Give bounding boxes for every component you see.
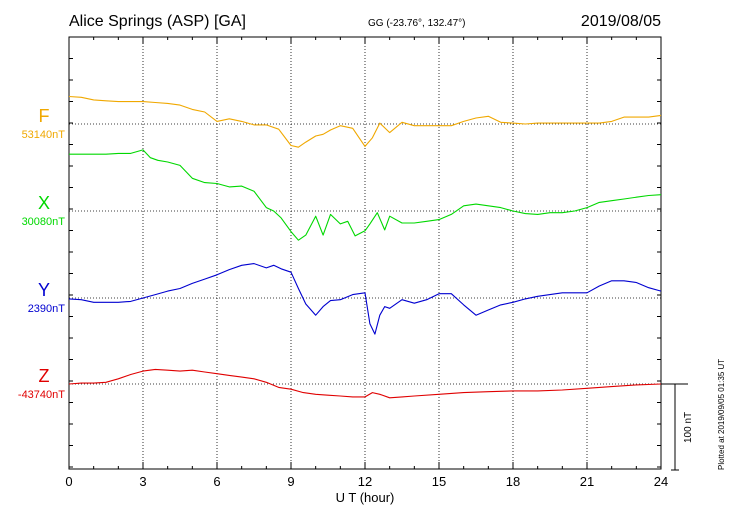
x-tick-label: 3 <box>139 474 146 489</box>
series-label-x: X <box>37 193 50 213</box>
axis-layer: 0 3 6 9 12 15 18 21 24 <box>65 36 668 489</box>
plotted-timestamp: Plotted at 2019/09/05 01:35 UT <box>717 358 726 470</box>
series-layer <box>68 95 662 399</box>
station-coordinates: GG (-23.76°, 132.47°) <box>368 18 466 29</box>
series-baseline-z: -43740nT <box>17 389 65 401</box>
station-title: Alice Springs (ASP) [GA] <box>69 13 246 30</box>
series-line-f <box>68 95 662 148</box>
grid-layer <box>69 37 661 469</box>
scale-bar-label: 100 nT <box>683 411 694 443</box>
series-line-z <box>68 368 662 399</box>
series-line-y <box>68 263 662 335</box>
x-tick-label: 21 <box>580 474 594 489</box>
x-tick-label: 12 <box>358 474 372 489</box>
series-label-y: Y <box>37 280 50 300</box>
series-baseline-y: 2390nT <box>27 303 65 315</box>
x-axis-label: U T (hour) <box>335 490 395 505</box>
x-tick-label: 9 <box>287 474 294 489</box>
x-tick-label: 0 <box>65 474 72 489</box>
scale-bar <box>661 383 688 471</box>
x-tick-label: 6 <box>213 474 220 489</box>
x-tick-label: 18 <box>506 474 520 489</box>
series-baseline-x: 30080nT <box>21 216 65 228</box>
series-line-x <box>69 149 662 241</box>
series-baseline-f: 53140nT <box>21 129 65 141</box>
series-label-z: Z <box>38 366 50 386</box>
x-tick-label: 24 <box>654 474 668 489</box>
chart-date: 2019/08/05 <box>580 13 661 30</box>
x-tick-label: 15 <box>432 474 446 489</box>
series-label-f: F <box>38 106 50 126</box>
